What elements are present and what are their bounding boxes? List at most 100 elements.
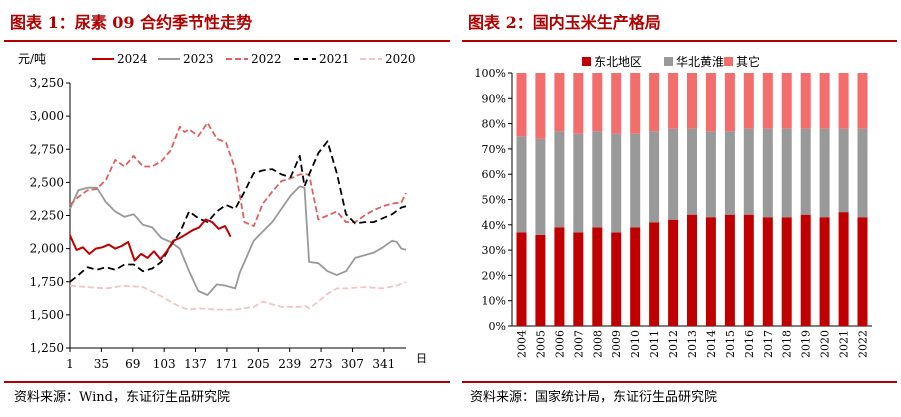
bar-segment-1-2017	[762, 128, 773, 218]
legend-swatch-0	[582, 57, 591, 66]
bar-segment-0-2008	[592, 227, 603, 326]
x-tick-label: 2011	[648, 330, 661, 358]
x-tick-label: 2014	[705, 330, 718, 358]
right-panel: 图表 2：国内玉米生产格局 东北地区 华北黄淮 其它 0% 10% 20% 30% 40% 50…	[458, 0, 901, 417]
y-tick-label: 80%	[482, 118, 506, 131]
y-tick-label: 20%	[482, 269, 506, 282]
bar-segment-0-2007	[573, 232, 584, 326]
x-tick-label: 2007	[572, 330, 585, 358]
x-tick-label: 2019	[800, 330, 813, 358]
legend-label-2022: 2022	[251, 52, 282, 66]
y-tick-label: 40%	[482, 219, 506, 232]
y-tick-label: 0%	[489, 320, 506, 333]
bar-segment-0-2005	[535, 234, 546, 326]
bar-segment-0-2020	[819, 217, 830, 326]
bar-segment-2-2019	[800, 73, 811, 129]
bar-segment-2-2004	[516, 73, 527, 137]
x-axis-unit-label: 日	[416, 352, 427, 365]
x-tick-label: 2016	[743, 330, 756, 358]
series-line-2024	[69, 218, 232, 262]
bar-segment-2-2021	[838, 73, 849, 129]
bar-segment-1-2014	[705, 131, 716, 218]
y-tick-label: 1,500	[30, 308, 64, 322]
bar-segment-1-2011	[649, 131, 660, 223]
legend-label-2023: 2023	[183, 52, 214, 66]
left-source-text: 资料来源：Wind，东证衍生品研究院	[14, 390, 230, 405]
bar-segment-2-2017	[762, 73, 773, 129]
bar-segment-0-2012	[668, 219, 679, 326]
x-tick-label: 2005	[534, 330, 547, 358]
bar-segment-2-2007	[573, 73, 584, 134]
bar-segment-0-2014	[705, 217, 716, 326]
bar-segment-1-2020	[819, 128, 830, 218]
bar-segment-0-2018	[781, 217, 792, 326]
bar-segment-0-2011	[649, 222, 660, 326]
x-tick-label: 239	[278, 357, 301, 371]
bar-segment-1-2019	[800, 128, 811, 215]
x-tick-label: 103	[153, 357, 176, 371]
x-tick-label: 2010	[629, 330, 642, 358]
x-tick-label: 2017	[762, 330, 775, 358]
bar-segment-2-2005	[535, 73, 546, 139]
right-source-rule	[462, 381, 897, 383]
y-tick-label: 30%	[482, 244, 506, 257]
x-tick-label: 205	[247, 357, 270, 371]
x-tick-label: 2006	[553, 330, 566, 358]
bar-segment-2-2010	[630, 73, 641, 134]
bar-segment-2-2008	[592, 73, 603, 132]
bar-segment-2-2011	[649, 73, 660, 132]
bar-segment-1-2006	[554, 131, 565, 228]
x-tick-label: 2022	[857, 330, 870, 358]
right-source-text: 资料来源：国家统计局，东证衍生品研究院	[470, 390, 718, 405]
y-tick-label: 3,000	[30, 109, 64, 123]
series-line-2023	[69, 185, 407, 296]
legend-swatch-1	[664, 57, 673, 66]
right-chart-title: 图表 2：国内玉米生产格局	[468, 13, 661, 32]
left-panel: 图表 1：尿素 09 合约季节性走势 元/吨 2024 2023 2022 2021 20…	[4, 13, 450, 405]
x-tick-label: 35	[94, 357, 109, 371]
bar-segment-2-2006	[554, 73, 565, 132]
bar-segment-2-2014	[705, 73, 716, 132]
bar-segment-1-2007	[573, 133, 584, 233]
y-tick-label: 90%	[482, 92, 506, 105]
x-tick-label: 1	[66, 357, 74, 371]
y-tick-label: 2,000	[30, 242, 64, 256]
bar-segment-0-2009	[611, 232, 622, 326]
bar-segment-0-2013	[687, 214, 697, 326]
bar-segment-1-2004	[516, 136, 527, 233]
legend-swatch-2	[724, 57, 733, 66]
y-tick-label: 10%	[482, 295, 506, 308]
bar-segment-0-2004	[516, 232, 527, 326]
bar-segment-0-2016	[743, 214, 754, 326]
x-tick-label: 2021	[838, 330, 851, 358]
x-tick-label: 2009	[610, 330, 623, 358]
y-axis-unit-label: 元/吨	[18, 52, 46, 66]
bar-segment-1-2015	[724, 131, 735, 215]
bar-segment-1-2012	[668, 128, 679, 220]
bar-segment-2-2015	[724, 73, 735, 132]
left-title-rule	[4, 40, 450, 42]
bar-segment-0-2021	[838, 212, 849, 326]
bar-segment-0-2019	[800, 214, 811, 326]
y-tick-label: 3,250	[30, 76, 64, 90]
y-tick-label: 2,750	[30, 142, 64, 156]
legend-label-2024: 2024	[117, 52, 148, 66]
series-line-2022	[69, 121, 407, 228]
x-tick-label: 2015	[724, 330, 737, 358]
bar-segment-0-2010	[630, 227, 641, 326]
y-tick-label: 60%	[482, 168, 506, 181]
x-tick-label: 171	[215, 357, 238, 371]
bar-segment-0-2017	[762, 217, 773, 326]
y-tick-label: 2,250	[30, 209, 64, 223]
x-tick-label: 341	[372, 357, 395, 371]
bar-segment-1-2013	[687, 128, 697, 215]
x-tick-label: 2012	[667, 330, 680, 358]
bar-segment-2-2013	[687, 73, 697, 129]
legend-label-2020: 2020	[385, 52, 416, 66]
bar-segment-2-2016	[743, 73, 754, 129]
x-tick-label: 273	[310, 357, 333, 371]
x-tick-label: 2020	[819, 330, 832, 358]
series-line-2021	[69, 140, 407, 283]
legend-label-0: 东北地区	[594, 55, 642, 69]
corn-production-bar-chart: 东北地区 华北黄淮 其它 0% 10% 20% 30% 40% 50% 60% 70% 80% 90% 1…	[475, 54, 872, 358]
